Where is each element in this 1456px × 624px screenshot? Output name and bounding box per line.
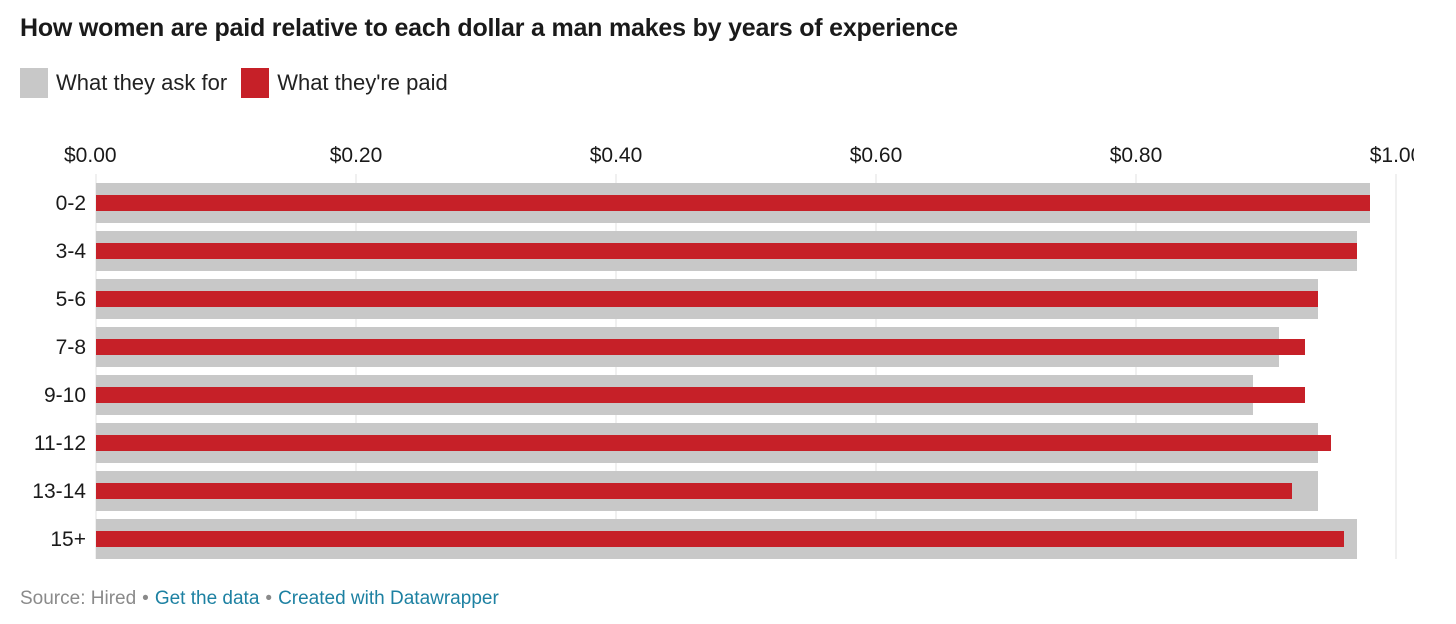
category-label: 0-2 bbox=[56, 192, 86, 215]
datawrapper-link[interactable]: Created with Datawrapper bbox=[278, 588, 499, 609]
bar-paid-5-6 bbox=[96, 291, 1318, 307]
bar-paid-7-8 bbox=[96, 339, 1305, 355]
bar-paid-13-14 bbox=[96, 483, 1292, 499]
category-label: 15+ bbox=[50, 528, 86, 551]
footer-separator: • bbox=[142, 588, 149, 609]
x-tick-label: $0.40 bbox=[590, 144, 643, 167]
category-label: 5-6 bbox=[56, 288, 86, 311]
legend-swatch-ask bbox=[20, 68, 48, 98]
category-label: 9-10 bbox=[44, 384, 86, 407]
legend-label-paid: What they're paid bbox=[277, 70, 448, 95]
legend-swatch-paid bbox=[241, 68, 270, 98]
legend: What they ask for What they're paid bbox=[20, 68, 462, 98]
chart-title: How women are paid relative to each doll… bbox=[20, 14, 958, 42]
source-text: Source: Hired bbox=[20, 588, 137, 609]
x-tick-label: $0.60 bbox=[850, 144, 903, 167]
legend-item-paid: What they're paid bbox=[241, 68, 448, 98]
bar-paid-3-4 bbox=[96, 243, 1357, 259]
bar-chart: 0-2 3-4 5-6 7-8 9-10 11-12 13-14 15+ $0.00 $0.20 $… bbox=[32, 130, 1456, 559]
x-tick-label: $0.20 bbox=[330, 144, 383, 167]
x-tick-label: $0.00 bbox=[64, 144, 117, 167]
edge-mask bbox=[1414, 130, 1456, 174]
legend-item-ask: What they ask for bbox=[20, 68, 227, 98]
category-label: 7-8 bbox=[56, 336, 86, 359]
bar-paid-9-10 bbox=[96, 387, 1305, 403]
bar-paid-11-12 bbox=[96, 435, 1331, 451]
x-tick-label: $1.00 bbox=[1370, 144, 1423, 167]
bar-paid-0-2 bbox=[96, 195, 1370, 211]
x-tick-label: $0.80 bbox=[1110, 144, 1163, 167]
bar-paid-15+ bbox=[96, 531, 1344, 547]
category-label: 11-12 bbox=[34, 432, 86, 455]
footer: Source: Hired • Get the data • Created with … bbox=[20, 588, 499, 610]
category-label: 13-14 bbox=[32, 480, 86, 503]
legend-label-ask: What they ask for bbox=[56, 70, 228, 95]
get-data-link[interactable]: Get the data bbox=[154, 588, 260, 609]
category-label: 3-4 bbox=[56, 240, 87, 263]
footer-separator: • bbox=[265, 588, 273, 609]
